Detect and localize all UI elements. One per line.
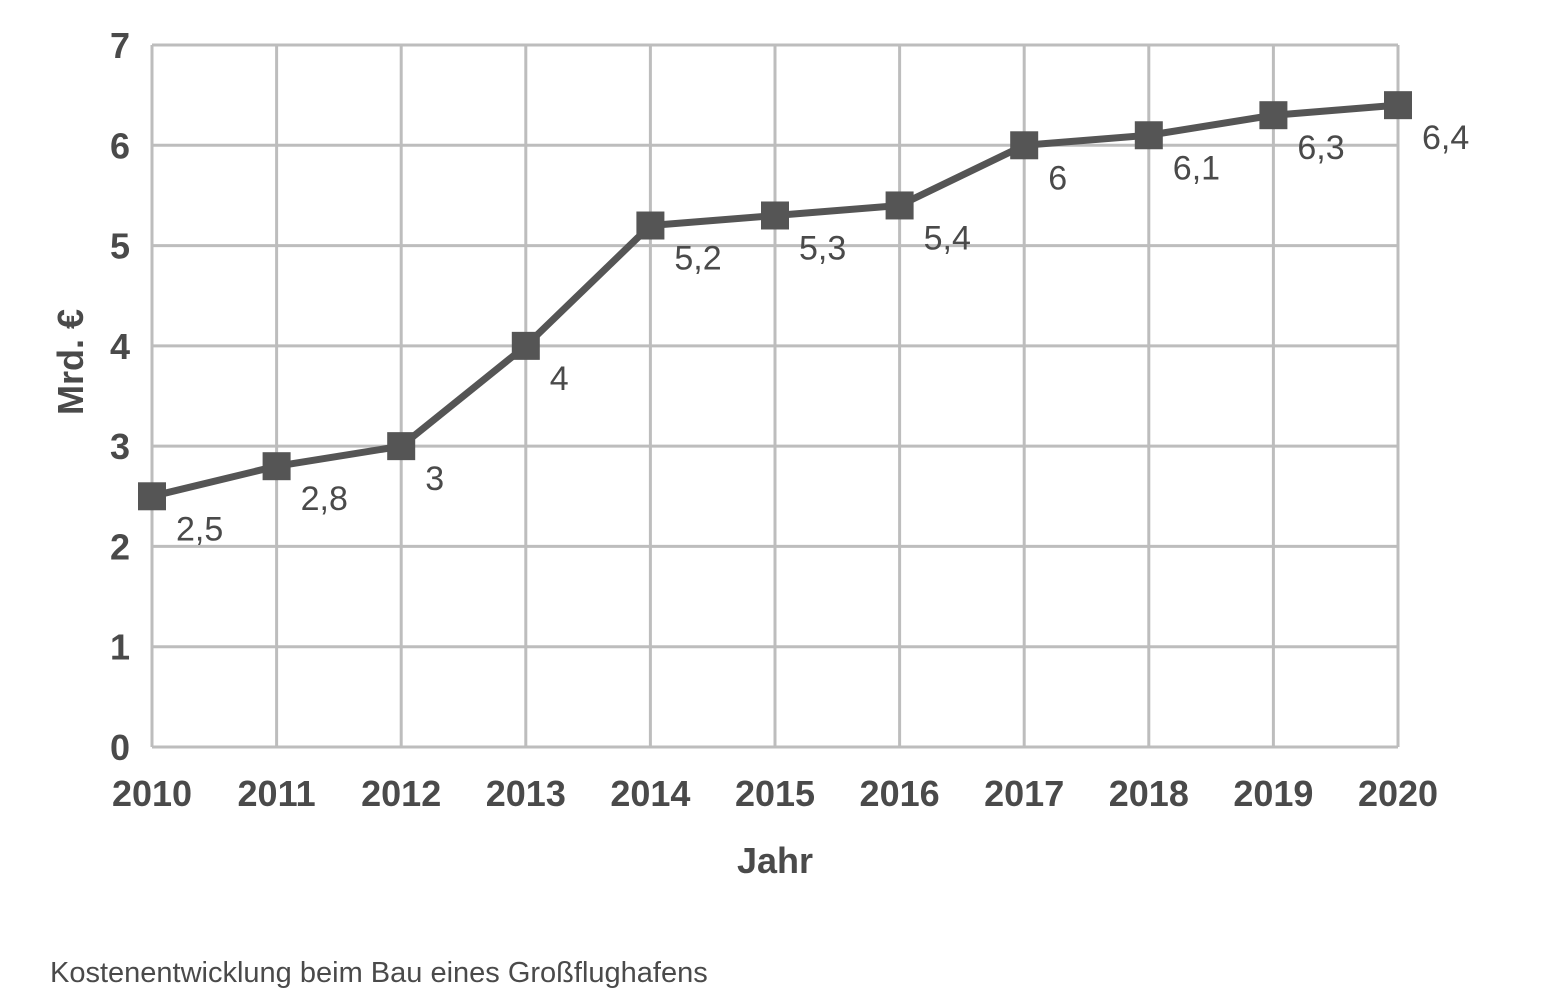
data-point-marker — [387, 432, 416, 461]
data-label: 2,5 — [176, 510, 223, 548]
data-label: 5,3 — [799, 229, 846, 267]
grid — [150, 43, 1400, 749]
x-tick-label: 2010 — [112, 773, 192, 814]
x-tick-label: 2018 — [1109, 773, 1189, 814]
y-tick-label: 0 — [110, 727, 130, 768]
x-tick-label: 2019 — [1233, 773, 1313, 814]
x-tick-labels: 2010 2011 2012 2013 2014 2015 2016 2017 2018 2019… — [112, 773, 1438, 814]
data-label: 5,2 — [674, 240, 721, 278]
data-point-marker — [885, 191, 914, 220]
data-label: 6,1 — [1173, 149, 1220, 187]
markers — [138, 91, 1412, 511]
data-label: 6,4 — [1422, 119, 1469, 157]
data-label: 6,3 — [1297, 129, 1344, 167]
y-tick-label: 5 — [110, 226, 130, 267]
data-labels: 2,5 2,8 3 4 5,2 5,3 5,4 6 6,1 6,3 6,4 — [176, 119, 1469, 548]
figure-caption: Kostenentwicklung beim Bau eines Großflu… — [50, 957, 708, 989]
data-point-marker — [1259, 101, 1288, 130]
data-point-marker — [1134, 121, 1163, 150]
y-tick-label: 4 — [110, 326, 130, 367]
cost-line-chart: 2,5 2,8 3 4 5,2 5,3 5,4 6 6,1 6,3 6,4 0 1 2 3 4 5 6 7 201… — [50, 25, 1469, 881]
data-label: 5,4 — [924, 219, 971, 257]
data-point-marker — [1010, 131, 1039, 160]
data-label: 2,8 — [301, 480, 348, 518]
y-tick-label: 3 — [110, 426, 130, 467]
x-tick-label: 2020 — [1358, 773, 1438, 814]
x-tick-label: 2013 — [486, 773, 566, 814]
data-point-marker — [138, 482, 166, 511]
x-tick-label: 2017 — [984, 773, 1064, 814]
x-tick-label: 2014 — [610, 773, 690, 814]
data-point-marker — [636, 211, 665, 240]
data-label: 4 — [550, 360, 569, 398]
y-axis-title: Mrd. € — [50, 309, 91, 415]
x-tick-label: 2015 — [735, 773, 815, 814]
data-point-marker — [761, 201, 789, 230]
y-tick-label: 2 — [110, 526, 130, 567]
data-label: 6 — [1048, 159, 1067, 197]
data-label: 3 — [425, 460, 444, 498]
y-tick-labels: 0 1 2 3 4 5 6 7 — [110, 25, 130, 768]
data-point-marker — [1384, 91, 1412, 120]
x-tick-label: 2016 — [860, 773, 940, 814]
y-tick-label: 1 — [110, 627, 130, 668]
x-tick-label: 2011 — [238, 773, 316, 814]
x-tick-label: 2012 — [361, 773, 441, 814]
y-tick-label: 7 — [110, 25, 130, 66]
data-point-marker — [262, 452, 291, 481]
y-tick-label: 6 — [110, 125, 130, 166]
data-point-marker — [511, 331, 540, 360]
x-axis-title: Jahr — [737, 840, 813, 881]
